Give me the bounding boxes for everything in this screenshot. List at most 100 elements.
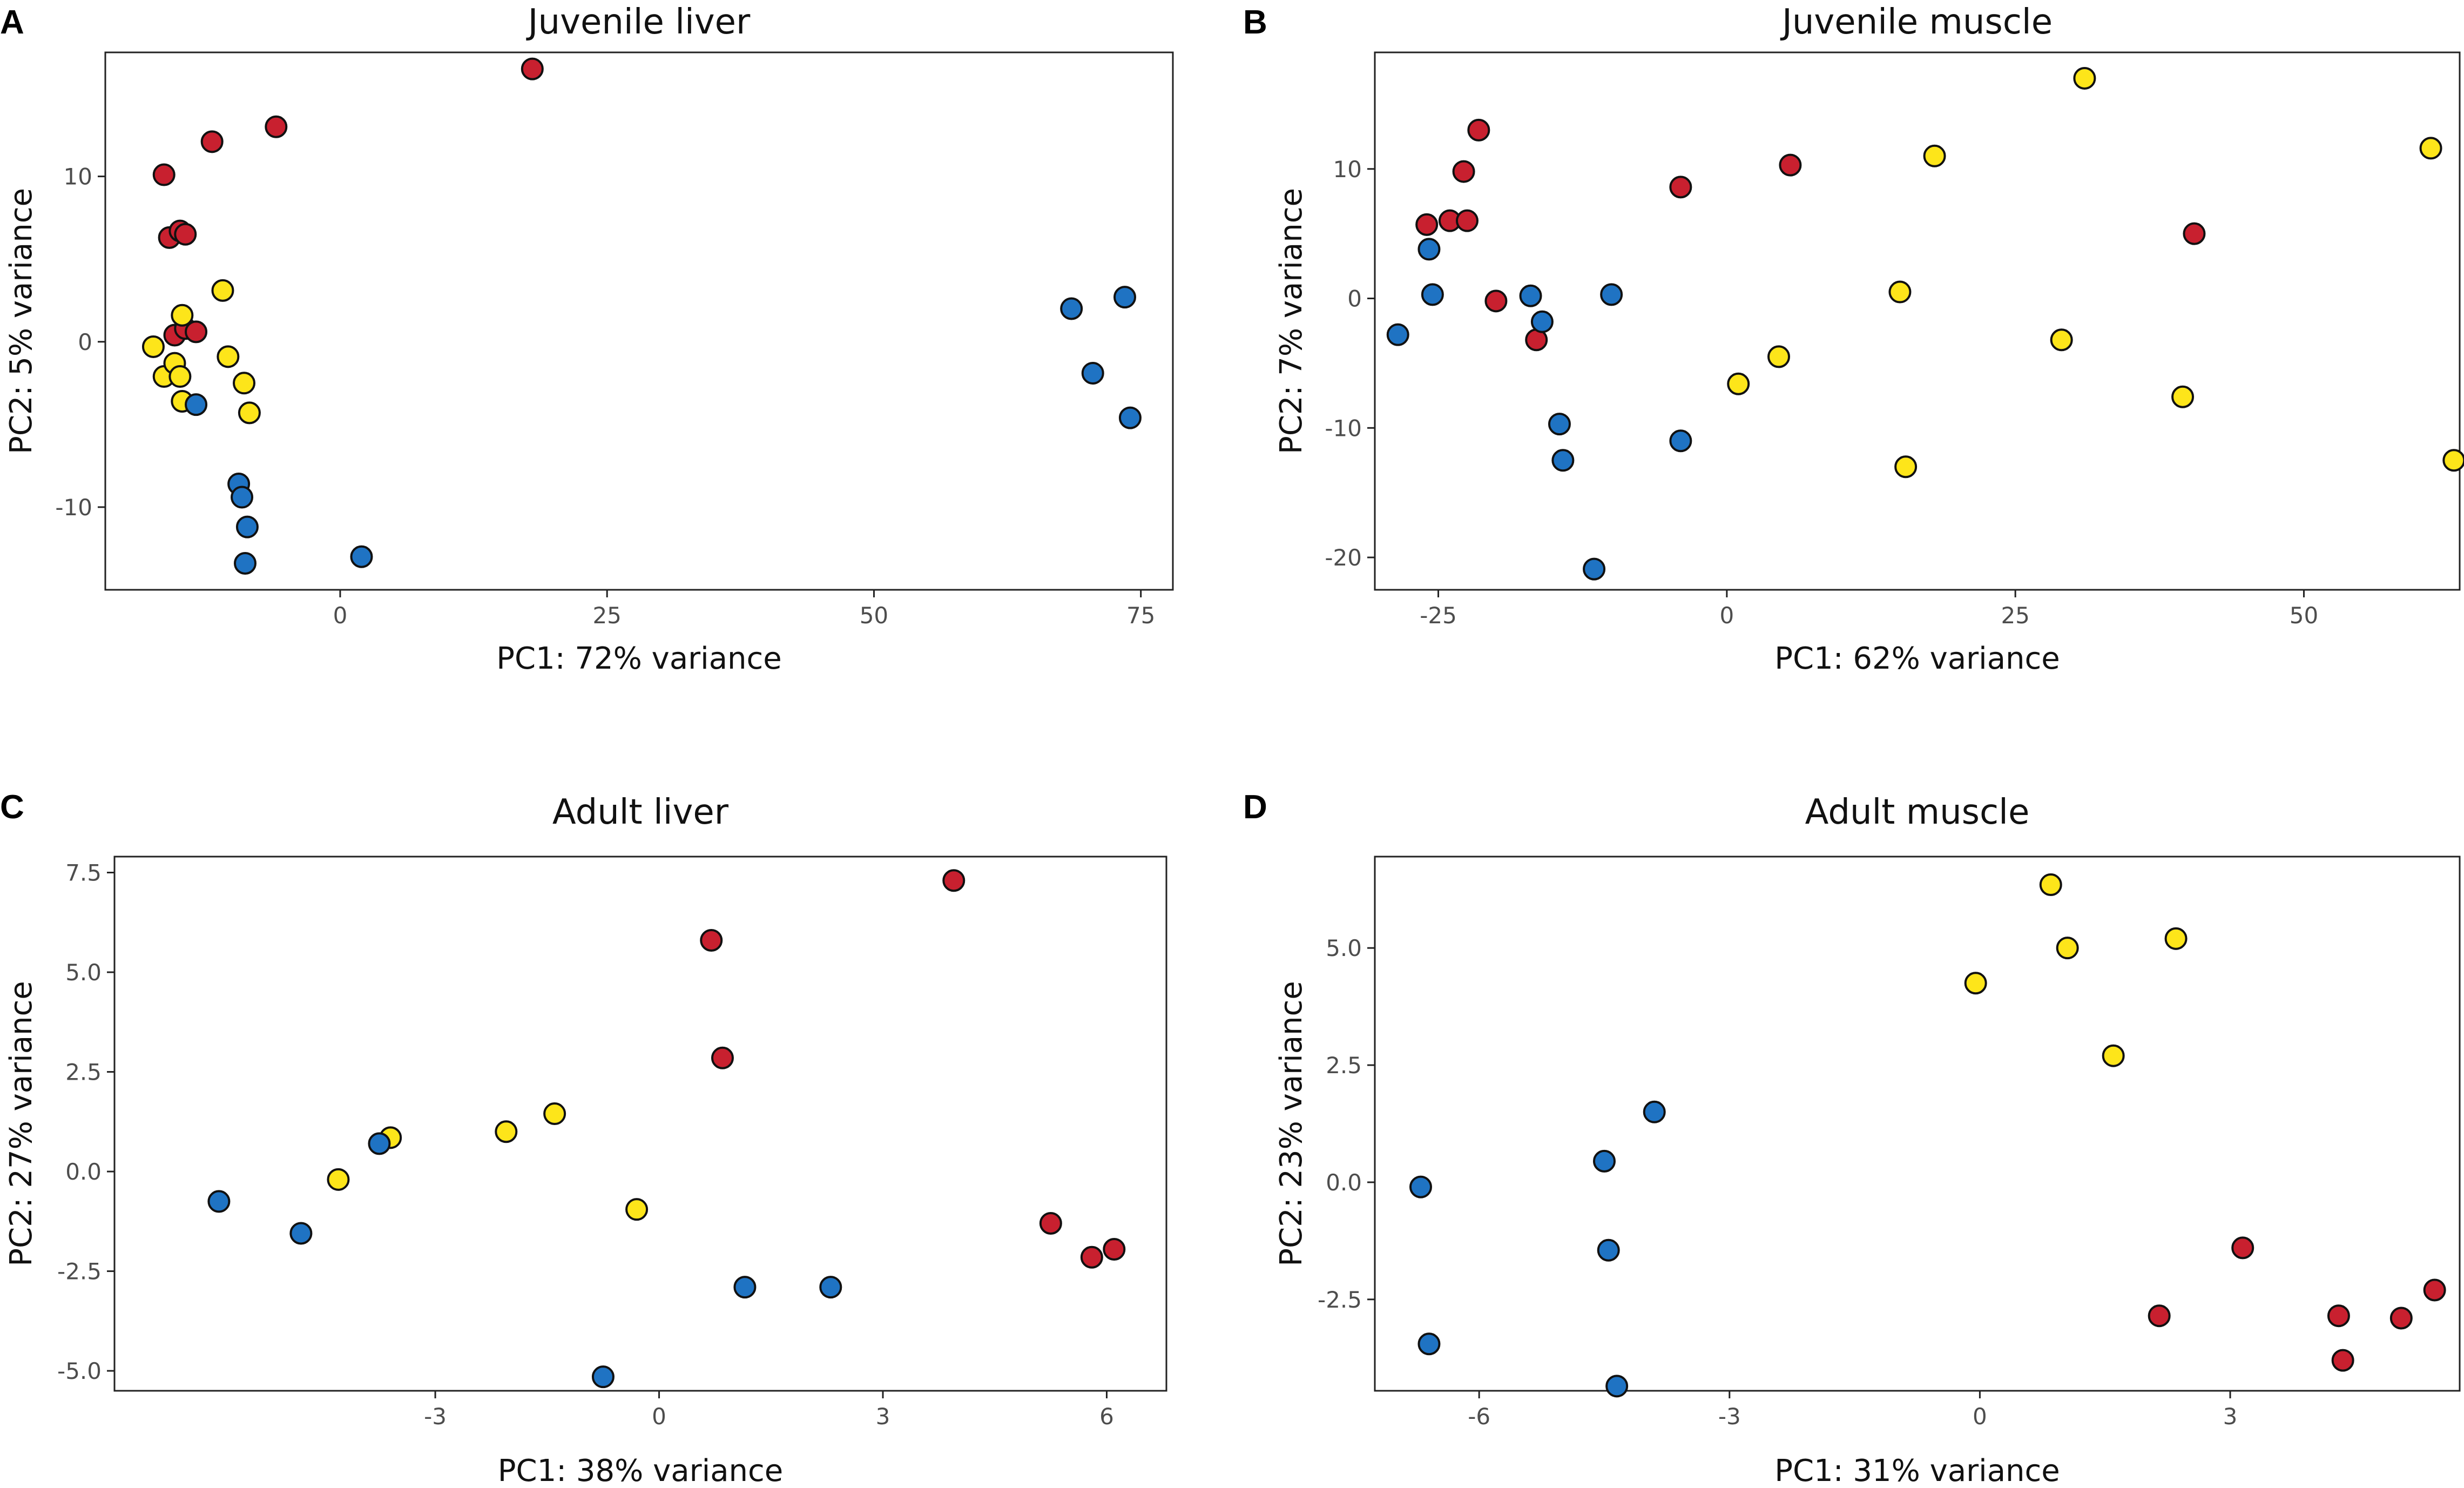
data-point-red [521, 57, 544, 80]
data-point-yellow [2050, 328, 2073, 352]
data-point-blue [819, 1276, 842, 1299]
y-tick-label: 5.0 [65, 959, 102, 986]
x-axis-label: PC1: 38% variance [498, 1453, 784, 1488]
data-point-red [2231, 1236, 2254, 1260]
panel-letter: D [1243, 789, 1267, 826]
data-point-red [1669, 176, 1692, 199]
data-point-yellow [1767, 345, 1791, 368]
x-tick-label: -25 [1420, 602, 1457, 629]
x-tick-label: -6 [1468, 1403, 1490, 1430]
data-point-yellow [625, 1198, 649, 1221]
data-point-blue [1592, 1149, 1616, 1173]
plot-frame [104, 51, 1174, 591]
y-tick-label: 10 [1333, 156, 1362, 183]
x-tick-label: -3 [1718, 1403, 1741, 1430]
y-tick-label: 2.5 [65, 1059, 102, 1086]
x-tick-label: 0 [1973, 1403, 1987, 1430]
y-tick-label: -5.0 [57, 1358, 102, 1384]
x-tick-label: -3 [424, 1403, 447, 1430]
data-point-red [1467, 118, 1490, 142]
data-point-yellow [2073, 66, 2096, 90]
data-point-blue [591, 1365, 615, 1389]
y-tick-label: 0.0 [1326, 1169, 1362, 1196]
data-point-red [2423, 1278, 2446, 1302]
data-point-blue [207, 1190, 231, 1213]
data-point-red [185, 320, 208, 344]
series-yellow [1964, 873, 2188, 1067]
y-tick-label: -2.5 [1318, 1287, 1362, 1313]
y-tick-label: 0 [1347, 286, 1362, 312]
data-point-blue [1548, 413, 1571, 436]
data-point-blue [1386, 323, 1409, 346]
x-axis-label: PC1: 72% variance [496, 641, 782, 676]
data-point-blue [1643, 1100, 1666, 1123]
x-tick-label: 0 [1719, 602, 1734, 629]
data-point-yellow [2171, 385, 2195, 408]
y-axis-label: PC2: 23% variance [1274, 981, 1309, 1267]
x-tick-label: 0 [333, 602, 348, 629]
data-point-yellow [141, 335, 165, 358]
y-tick-label: 0.0 [65, 1159, 102, 1185]
data-point-red [2331, 1349, 2354, 1372]
y-tick-label: -2.5 [57, 1258, 102, 1285]
series-red [152, 57, 544, 347]
data-point-red [2389, 1307, 2413, 1330]
data-point-red [2183, 222, 2206, 245]
x-axis-label: PC1: 31% variance [1774, 1453, 2060, 1488]
series-blue [185, 286, 1142, 575]
data-point-yellow [2442, 449, 2464, 472]
y-tick-label: -10 [55, 494, 92, 521]
data-point-blue [1600, 283, 1623, 306]
plot-frame [1374, 51, 2461, 591]
plot-frame [1374, 856, 2461, 1392]
x-axis-label: PC1: 62% variance [1774, 641, 2060, 676]
data-point-yellow [1894, 455, 1918, 479]
data-point-blue [1669, 429, 1692, 453]
data-point-red [1039, 1212, 1062, 1235]
panel-letter: B [1243, 4, 1267, 41]
data-point-blue [1597, 1238, 1620, 1262]
data-point-yellow [1888, 280, 1912, 304]
x-tick-label: 50 [860, 602, 888, 629]
x-tick-label: 75 [1126, 602, 1155, 629]
x-tick-label: 25 [2001, 602, 2029, 629]
series-yellow [141, 279, 261, 425]
series-yellow [1727, 66, 2464, 479]
data-point-yellow [2164, 927, 2188, 950]
data-point-red [174, 223, 197, 246]
data-point-red [2327, 1304, 2350, 1328]
data-point-blue [368, 1132, 391, 1155]
data-point-blue [235, 515, 259, 538]
y-tick-label: 5.0 [1326, 935, 1362, 961]
data-point-blue [1583, 557, 1606, 581]
data-point-red [942, 869, 966, 892]
series-red [1415, 118, 2206, 352]
data-point-yellow [217, 345, 240, 368]
data-point-yellow [1923, 144, 1946, 167]
data-point-blue [1118, 406, 1142, 429]
data-point-blue [231, 486, 254, 509]
y-tick-label: 7.5 [65, 860, 102, 886]
x-tick-label: 0 [652, 1403, 666, 1430]
x-tick-label: 3 [2223, 1403, 2238, 1430]
y-axis-label: PC2: 5% variance [4, 188, 39, 454]
data-point-yellow [238, 401, 261, 425]
data-point-red [2148, 1304, 2171, 1328]
data-point-blue [733, 1276, 757, 1299]
data-point-blue [1409, 1175, 1432, 1199]
data-point-blue [1060, 297, 1083, 320]
data-point-yellow [2039, 873, 2062, 897]
y-tick-label: 2.5 [1326, 1052, 1362, 1079]
y-axis-label: PC2: 7% variance [1274, 188, 1309, 454]
series-red [700, 869, 1126, 1269]
x-tick-label: 25 [592, 602, 621, 629]
chart-title: Juvenile muscle [1780, 2, 2053, 42]
chart-title: Adult liver [552, 792, 729, 832]
data-point-blue [185, 393, 208, 416]
data-point-yellow [233, 372, 256, 395]
data-point-yellow [2102, 1044, 2125, 1067]
data-point-yellow [495, 1120, 518, 1143]
data-point-yellow [168, 365, 192, 388]
data-point-yellow [1727, 372, 1750, 395]
